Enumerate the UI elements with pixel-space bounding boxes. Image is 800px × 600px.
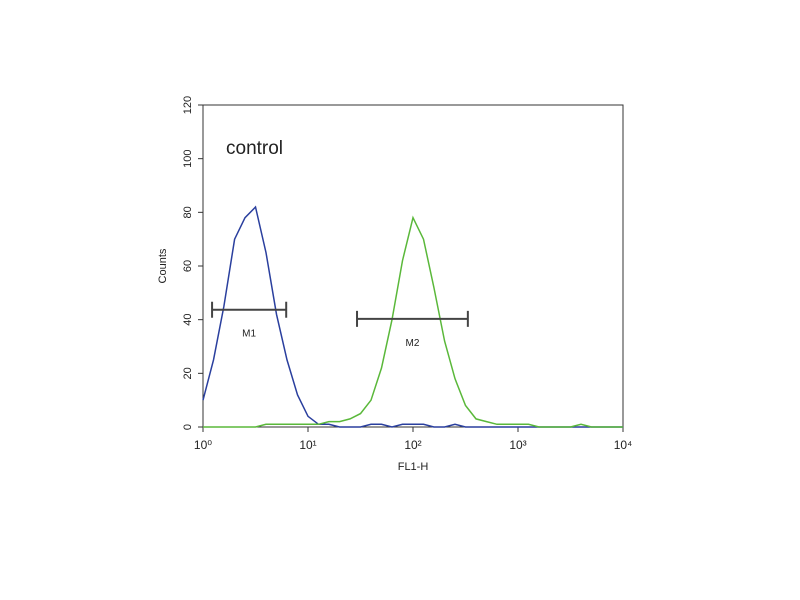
x-tick-label: 10³ — [509, 438, 526, 452]
histogram-line — [203, 215, 623, 428]
y-tick-label: 40 — [182, 314, 194, 326]
y-axis-label: Counts — [157, 248, 169, 283]
x-tick-label: 10⁰ — [194, 438, 212, 452]
annotation: control — [226, 138, 283, 159]
marker-label: M1 — [242, 329, 256, 340]
histogram-line — [202, 205, 623, 428]
x-tick-label: 10¹ — [299, 438, 316, 452]
y-tick-label: 120 — [182, 96, 194, 114]
x-axis-label: FL1-H — [398, 461, 429, 473]
x-tick-label: 10⁴ — [614, 438, 633, 452]
y-tick-label: 20 — [182, 367, 194, 379]
y-tick-label: 100 — [182, 149, 194, 167]
y-tick-label: 0 — [182, 424, 194, 430]
marker-label: M2 — [405, 338, 419, 349]
x-tick-label: 10² — [404, 438, 421, 452]
y-tick-label: 60 — [182, 260, 194, 272]
y-tick-label: 80 — [182, 206, 194, 218]
